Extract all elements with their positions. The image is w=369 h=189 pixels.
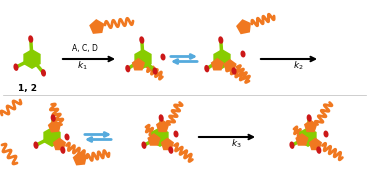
Polygon shape — [23, 49, 41, 69]
Ellipse shape — [51, 114, 56, 122]
Ellipse shape — [289, 141, 294, 149]
Ellipse shape — [34, 141, 38, 149]
Ellipse shape — [60, 146, 65, 154]
Ellipse shape — [161, 53, 166, 60]
Text: $k_2$: $k_2$ — [293, 59, 303, 71]
Ellipse shape — [241, 50, 245, 57]
Ellipse shape — [28, 35, 33, 43]
Ellipse shape — [324, 131, 328, 137]
Text: A, C, D: A, C, D — [72, 44, 98, 53]
Ellipse shape — [218, 36, 223, 44]
Polygon shape — [304, 119, 317, 132]
Polygon shape — [213, 49, 231, 69]
Polygon shape — [53, 138, 66, 150]
Ellipse shape — [13, 64, 18, 71]
Ellipse shape — [65, 133, 69, 140]
Polygon shape — [295, 133, 308, 146]
Ellipse shape — [152, 67, 158, 75]
Polygon shape — [134, 49, 152, 69]
Ellipse shape — [141, 141, 146, 149]
Ellipse shape — [139, 36, 144, 44]
Ellipse shape — [316, 146, 321, 154]
Polygon shape — [73, 152, 87, 166]
Ellipse shape — [204, 65, 209, 72]
Polygon shape — [161, 138, 174, 150]
Ellipse shape — [41, 69, 46, 77]
Text: $k_1$: $k_1$ — [77, 59, 87, 71]
Ellipse shape — [159, 114, 164, 122]
Polygon shape — [236, 19, 251, 34]
Polygon shape — [211, 58, 224, 70]
Polygon shape — [48, 120, 61, 132]
Polygon shape — [299, 127, 317, 147]
Text: $k_3$: $k_3$ — [231, 138, 241, 150]
Ellipse shape — [307, 114, 312, 122]
Polygon shape — [132, 58, 145, 70]
Polygon shape — [223, 59, 237, 72]
Polygon shape — [156, 119, 169, 132]
Polygon shape — [309, 138, 322, 150]
Ellipse shape — [231, 67, 237, 75]
Polygon shape — [43, 127, 61, 147]
Ellipse shape — [125, 65, 130, 72]
Ellipse shape — [173, 131, 179, 137]
Polygon shape — [151, 127, 169, 147]
Ellipse shape — [168, 146, 173, 154]
Text: 1, 2: 1, 2 — [18, 84, 37, 93]
Polygon shape — [89, 19, 104, 34]
Polygon shape — [147, 133, 161, 146]
